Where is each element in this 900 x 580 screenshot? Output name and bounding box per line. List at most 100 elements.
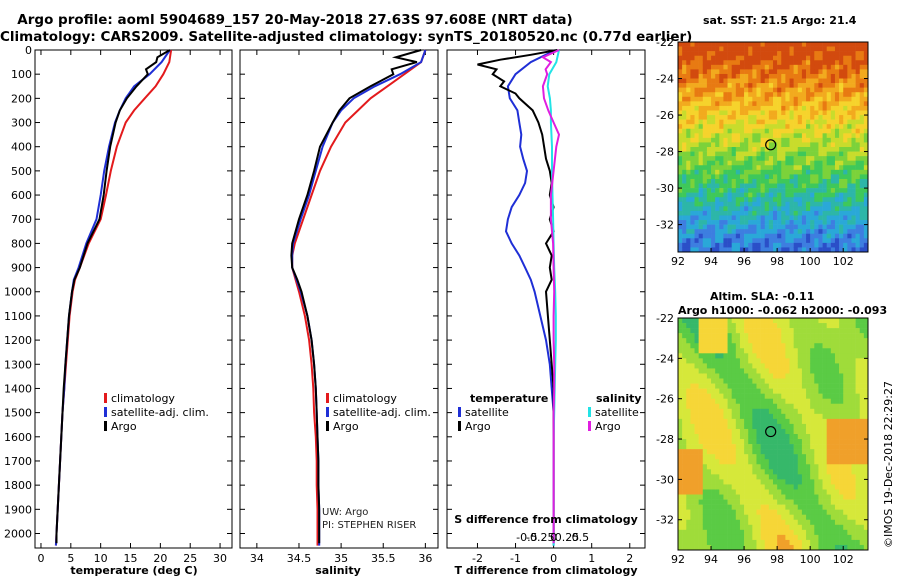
map-cell [756, 115, 761, 120]
map-cell [773, 524, 778, 531]
map-cell [777, 128, 782, 134]
map-cell [830, 55, 836, 61]
map-cell [822, 459, 827, 465]
map-cell [706, 464, 712, 470]
map-cell [686, 373, 691, 379]
map-cell [686, 60, 691, 66]
map-cell [735, 449, 741, 455]
map-cell [855, 529, 861, 536]
map-cell [739, 413, 745, 420]
map-cell [851, 504, 856, 510]
map-cell [785, 484, 790, 490]
map-cell [830, 87, 836, 93]
map-cell [715, 110, 720, 116]
map-cell [678, 87, 683, 93]
map-cell [678, 328, 683, 334]
map-cell [781, 201, 786, 207]
map-cell [686, 378, 691, 384]
map-cell [843, 444, 848, 450]
map-cell [715, 101, 720, 107]
map-cell [682, 403, 687, 410]
map-cell [785, 133, 790, 139]
map-cell [698, 454, 704, 460]
map-cell [748, 393, 753, 399]
map-cell [797, 323, 803, 329]
map-cell [739, 539, 745, 546]
map-cell [859, 233, 865, 239]
map-cell [756, 188, 761, 193]
map-cell [834, 328, 840, 334]
x-tick-label: 25 [183, 552, 197, 565]
map-cell [682, 224, 687, 230]
map-cell [686, 328, 691, 334]
map-cell [839, 418, 844, 425]
sst-map-group [678, 42, 869, 253]
map-cell [731, 188, 737, 193]
map-cell [843, 519, 848, 526]
map-cell [682, 439, 687, 445]
map-cell [756, 128, 761, 134]
map-cell [711, 55, 716, 61]
map-cell [711, 509, 716, 515]
map-cell [839, 454, 844, 460]
map-cell [706, 418, 712, 425]
map-cell [711, 242, 716, 248]
map-cell [711, 60, 716, 66]
map-cell [682, 353, 687, 359]
legend-swatch [104, 407, 107, 417]
map-cell [818, 215, 823, 221]
map-cell [797, 454, 803, 460]
map-cell [723, 83, 728, 88]
map-cell [739, 242, 745, 248]
map-cell [806, 178, 811, 184]
map-cell [810, 368, 815, 374]
map-cell [735, 60, 741, 66]
map-cell [777, 393, 782, 399]
map-cell [748, 534, 753, 541]
legend-label: Argo [595, 420, 621, 433]
map-cell [843, 428, 848, 435]
map-cell [698, 229, 704, 235]
map-cell [785, 469, 790, 475]
imos-stamp: ©IMOS 19-Dec-2018 22:29:27 [882, 381, 895, 548]
map-cell [731, 358, 737, 364]
map-cell [719, 524, 724, 531]
map-cell [859, 328, 865, 334]
map-cell [723, 509, 728, 515]
map-cell [768, 83, 774, 88]
map-cell [711, 83, 716, 88]
map-cell [777, 318, 782, 324]
map-cell [731, 423, 737, 430]
map-cell [768, 534, 774, 541]
map-cell [839, 215, 844, 221]
map-cell [785, 46, 790, 52]
map-cell [785, 78, 790, 84]
map-cell [706, 449, 712, 455]
map-cell [752, 499, 757, 505]
map-cell [727, 358, 732, 364]
map-cell [822, 383, 827, 389]
map-cell [735, 188, 741, 193]
map-cell [682, 524, 687, 531]
map-cell [855, 393, 861, 399]
map-cell [785, 423, 790, 430]
map-cell [719, 165, 724, 171]
map-cell [847, 378, 852, 384]
map-y-tick-label: -26 [656, 393, 674, 406]
map-cell [764, 46, 770, 52]
map-cell [777, 509, 782, 515]
map-cell [822, 418, 827, 425]
map-cell [826, 224, 832, 230]
map-cell [793, 323, 799, 329]
map-cell [863, 201, 869, 207]
map-cell [715, 242, 720, 248]
map-cell [678, 418, 683, 425]
map-cell [851, 449, 856, 455]
map-cell [715, 115, 720, 120]
map-cell [748, 192, 753, 198]
map-cell [748, 229, 753, 235]
map-cell [686, 169, 691, 175]
map-cell [744, 101, 749, 107]
map-cell [715, 238, 720, 244]
map-cell [810, 373, 815, 379]
